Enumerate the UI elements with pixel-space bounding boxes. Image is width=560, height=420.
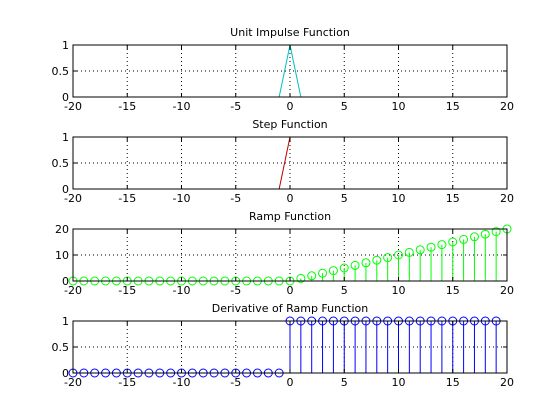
stem-marker (361, 258, 371, 268)
subplot-3: -20 -15 -10 -5 0 5 10 15 20 0 10 20 Ramp Function (55, 210, 514, 297)
chart-title: Unit Impulse Function (230, 26, 350, 39)
stem-marker (372, 255, 382, 265)
stem-marker (480, 229, 490, 239)
x-tick-label: 15 (446, 100, 460, 113)
x-tick-label: 5 (341, 284, 348, 297)
x-tick-label: -15 (118, 376, 136, 389)
x-tick-label: -5 (230, 192, 241, 205)
y-tick-label: 1 (62, 39, 69, 52)
stem-marker (339, 263, 349, 273)
stem-marker (383, 253, 393, 263)
chart-title: Ramp Function (249, 210, 331, 223)
subplot-1: -20 -15 -10 -5 0 5 10 15 20 0 0.5 1 Unit Impulse Fun… (52, 26, 515, 113)
x-tick-label: -10 (173, 284, 191, 297)
y-tick-label: 0 (62, 183, 69, 196)
y-tick-label: 0.5 (52, 341, 70, 354)
y-tick-label: 0 (62, 275, 69, 288)
x-tick-label: -10 (173, 192, 191, 205)
x-tick-label: -15 (118, 192, 136, 205)
x-tick-label: 20 (500, 100, 514, 113)
y-tick-label: 1 (62, 131, 69, 144)
x-tick-label: -10 (173, 376, 191, 389)
subplot-2: -20 -15 -10 -5 0 5 10 15 20 0 0.5 1 Step Function (52, 118, 515, 205)
x-tick-label: 15 (446, 376, 460, 389)
chart-title: Derivative of Ramp Function (212, 302, 368, 315)
y-tick-label: 20 (55, 223, 69, 236)
y-tick-label: 0.5 (52, 65, 70, 78)
x-tick-label: 0 (287, 192, 294, 205)
x-tick-label: -20 (64, 376, 82, 389)
chart-title: Step Function (252, 118, 327, 131)
x-tick-label: 5 (341, 376, 348, 389)
x-tick-label: -20 (64, 284, 82, 297)
series-line (278, 136, 291, 190)
x-tick-label: 20 (500, 284, 514, 297)
x-tick-label: 15 (446, 284, 460, 297)
x-tick-label: 10 (392, 100, 406, 113)
stem-marker (296, 273, 306, 283)
stem-marker (491, 227, 501, 237)
stem-marker (469, 232, 479, 242)
x-tick-label: 15 (446, 192, 460, 205)
stem-marker (350, 260, 360, 270)
y-tick-label: 0 (62, 91, 69, 104)
x-tick-label: 20 (500, 376, 514, 389)
x-tick-label: -20 (64, 192, 82, 205)
y-tick-label: 10 (55, 249, 69, 262)
stem-marker (448, 237, 458, 247)
stem-marker (415, 245, 425, 255)
subplot-4: -20 -15 -10 -5 0 5 10 15 20 0 0.5 1 Derivative of Ra… (52, 302, 515, 389)
x-tick-label: -15 (118, 100, 136, 113)
x-tick-label: 5 (341, 100, 348, 113)
x-tick-label: -5 (230, 100, 241, 113)
stem-marker (426, 242, 436, 252)
x-tick-label: -15 (118, 284, 136, 297)
x-tick-label: 0 (287, 100, 294, 113)
x-tick-label: 5 (341, 192, 348, 205)
x-tick-label: 0 (287, 376, 294, 389)
x-tick-label: -10 (173, 100, 191, 113)
stem-marker (404, 247, 414, 257)
x-tick-label: 20 (500, 192, 514, 205)
stem-marker (318, 268, 328, 278)
y-tick-label: 0.5 (52, 157, 70, 170)
x-tick-label: 10 (392, 284, 406, 297)
stem-marker (394, 250, 403, 260)
y-tick-label: 1 (62, 315, 69, 328)
x-tick-label: 10 (392, 192, 406, 205)
stem-marker (437, 240, 447, 250)
stem-marker (459, 234, 469, 244)
x-tick-label: -5 (230, 284, 241, 297)
x-tick-label: 0 (287, 284, 294, 297)
y-tick-label: 0 (62, 367, 69, 380)
stem-marker (328, 266, 338, 276)
x-tick-label: 10 (392, 376, 406, 389)
x-tick-label: -5 (230, 376, 241, 389)
series-group (278, 136, 291, 190)
x-tick-label: -20 (64, 100, 82, 113)
stem-marker (307, 271, 317, 281)
